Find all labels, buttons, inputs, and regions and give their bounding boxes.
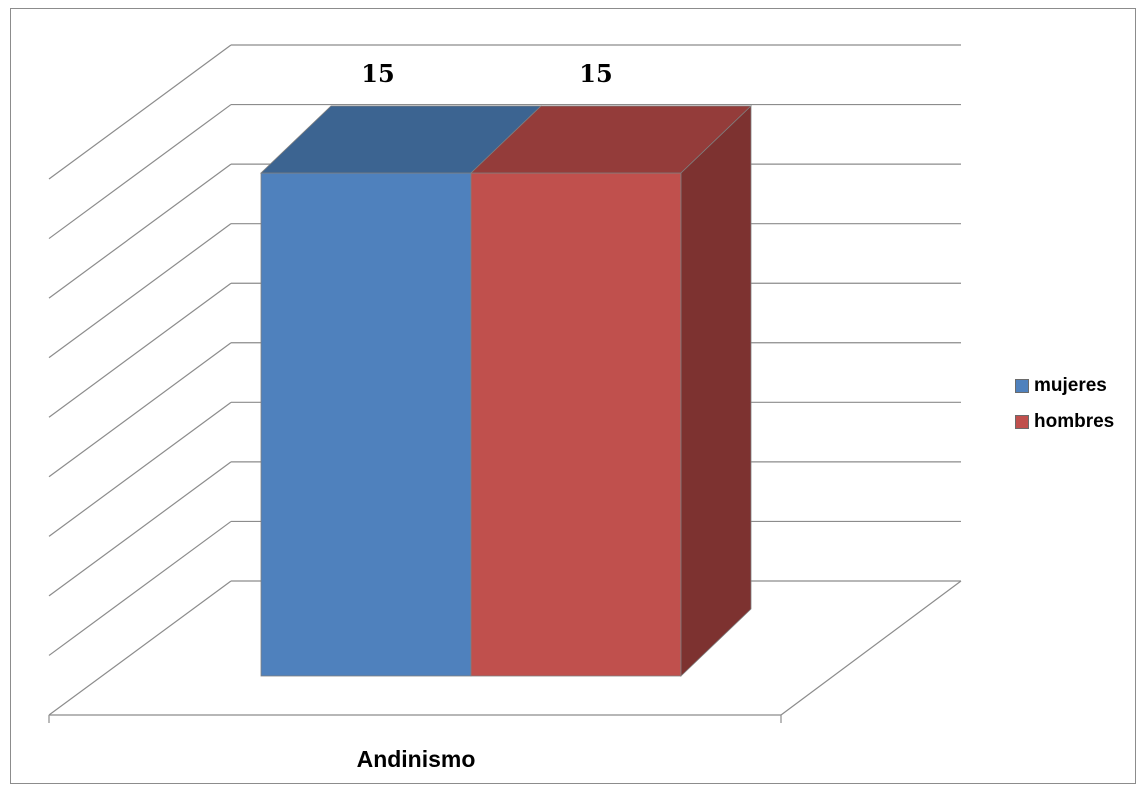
legend-item-hombres: hombres xyxy=(1015,409,1114,435)
gridline-side xyxy=(48,44,232,180)
legend-label-hombres: hombres xyxy=(1034,411,1115,432)
bar-side-hombres xyxy=(680,105,752,677)
gridline-side xyxy=(48,461,232,597)
bars xyxy=(260,105,752,677)
chart-frame: 15 15 Andinismo mujeres hombres xyxy=(10,8,1136,784)
legend-swatch-hombres xyxy=(1015,415,1029,429)
gridline-side xyxy=(48,163,232,299)
bar-front-mujeres xyxy=(260,172,472,677)
gridline-side xyxy=(48,401,232,537)
bar-front-hombres xyxy=(470,172,682,677)
gridline-side xyxy=(48,520,232,656)
floor-right-edge xyxy=(780,580,962,716)
legend-swatch-mujeres xyxy=(1015,379,1029,393)
chart-floor xyxy=(48,580,962,723)
data-label-mujeres: 15 xyxy=(361,59,394,88)
gridline-side xyxy=(48,580,232,716)
chart-plot: 15 15 Andinismo xyxy=(48,44,962,772)
gridline-side xyxy=(48,342,232,478)
category-label: Andinismo xyxy=(357,746,476,772)
gridline-side xyxy=(48,104,232,240)
gridline-side xyxy=(48,282,232,418)
data-labels: 15 15 xyxy=(361,59,612,88)
data-label-hombres: 15 xyxy=(579,59,612,88)
legend-label-mujeres: mujeres xyxy=(1034,375,1107,396)
gridline-side xyxy=(48,223,232,359)
legend: mujeres hombres xyxy=(1015,373,1114,445)
legend-item-mujeres: mujeres xyxy=(1015,373,1114,399)
